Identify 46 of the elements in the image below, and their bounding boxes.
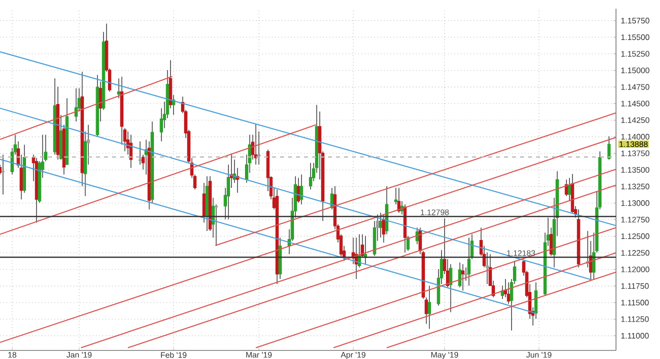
y-tick-label: 1.12000 (621, 266, 650, 272)
y-tick-label: 1.14250 (621, 117, 650, 123)
y-tick-label: 1.12750 (621, 216, 650, 223)
x-tick-label: Apr '19 (340, 352, 366, 359)
y-tick-label: 1.11250 (621, 316, 649, 322)
candlestick (467, 237, 471, 286)
candlestick (202, 182, 206, 224)
x-tick-label: Jun '19 (526, 352, 552, 358)
y-tick-label: 1.12500 (621, 233, 650, 240)
candlestick (568, 177, 572, 202)
candlestick (74, 88, 78, 122)
y-tick-label: 1.13500 (621, 167, 650, 173)
candlestick (296, 177, 300, 204)
candlestick (214, 204, 218, 246)
y-tick-label: 1.14500 (621, 100, 650, 106)
ref-line-label: 1.12798 (420, 209, 449, 216)
candlestick (254, 124, 258, 165)
y-tick-label: 1.13750 (621, 150, 650, 156)
x-tick-label: Jan '19 (66, 352, 92, 358)
candlestick (458, 262, 462, 288)
y-tick-label: 1.13250 (621, 184, 650, 190)
y-tick-label: 1.13000 (621, 200, 650, 206)
y-tick-label: 1.15500 (621, 34, 650, 40)
text: 1.13888 (620, 141, 648, 148)
candlestick (461, 264, 464, 292)
y-tick-label: 1.11500 (621, 300, 649, 306)
y-tick-label: 1.15000 (621, 68, 650, 74)
candlestick (397, 187, 401, 214)
candlestick (257, 131, 260, 165)
y-tick-label: 1.14000 (621, 134, 650, 140)
candlestick (564, 179, 568, 197)
y-tick-label: 1.15750 (621, 18, 650, 24)
x-tick-label: 18 (8, 352, 16, 358)
ref-line-label: 1.12183 (507, 250, 536, 256)
candlestick (138, 140, 142, 165)
candlestick (428, 285, 431, 330)
candlestick (379, 212, 382, 238)
y-tick-label: 1.11750 (621, 283, 649, 289)
x-tick-label: Feb '19 (161, 352, 186, 358)
y-tick-label: 1.14750 (621, 84, 650, 90)
candlestick (308, 162, 312, 190)
x-tick-label: Mar '19 (246, 352, 272, 358)
x-tick-label: May '19 (431, 352, 458, 359)
y-tick-label: 1.12250 (621, 250, 650, 256)
y-tick-label: 1.15250 (621, 50, 650, 57)
y-tick-label: 1.11000 (621, 332, 649, 339)
